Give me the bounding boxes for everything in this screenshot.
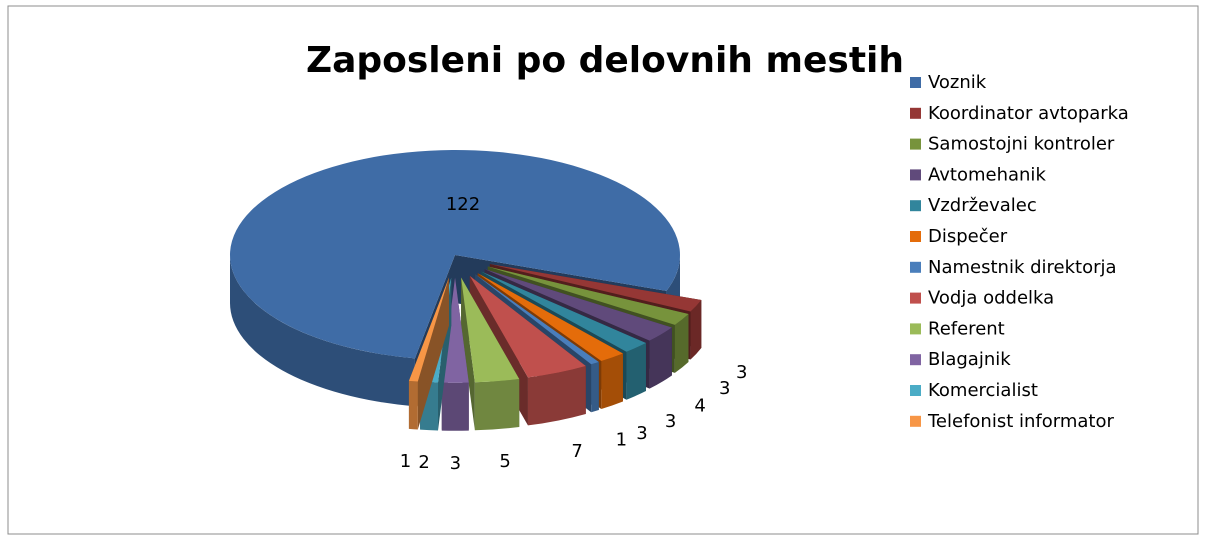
data-label: 3	[665, 411, 676, 432]
legend-swatch	[910, 77, 921, 88]
legend-swatch	[910, 200, 921, 212]
legend-swatch	[910, 169, 921, 181]
slice	[441, 277, 469, 383]
legend-label: Dispečer	[928, 226, 1008, 247]
legend-swatch	[910, 354, 921, 366]
slice-cut-face	[461, 277, 475, 431]
data-label: 1	[400, 451, 411, 472]
legend-swatch	[910, 323, 921, 335]
slice-side	[674, 313, 689, 373]
legend-swatch	[910, 292, 921, 304]
slice-side	[601, 353, 623, 410]
legend-swatch	[910, 385, 921, 396]
data-label: 2	[418, 452, 429, 473]
data-label: 3	[450, 453, 461, 474]
legend-label: Blagajnik	[928, 349, 1011, 370]
legend-swatch	[910, 415, 921, 427]
legend-label: Samostojni kontroler	[928, 134, 1115, 155]
slice	[489, 264, 702, 312]
legend-label: Namestnik direktorja	[928, 257, 1117, 278]
legend-label: Referent	[928, 318, 1005, 339]
slice-side	[591, 362, 599, 413]
legend-label: Vodja oddelka	[928, 288, 1054, 309]
data-label: 4	[694, 396, 705, 417]
slice	[487, 266, 689, 325]
slice-side	[474, 378, 520, 431]
legend-swatch	[910, 261, 921, 273]
slice-side	[527, 365, 586, 426]
slice-side	[690, 299, 702, 360]
data-label: 7	[571, 441, 582, 462]
slice	[230, 150, 681, 359]
data-label: 3	[736, 362, 747, 383]
slice-side	[626, 343, 646, 400]
legend-label: Koordinator avtoparka	[928, 103, 1129, 124]
data-label: 122	[446, 194, 480, 215]
slice	[484, 269, 672, 341]
slice	[461, 277, 520, 383]
legend-label: Voznik	[928, 72, 987, 93]
slice-cut-face	[408, 277, 449, 429]
slice-side	[649, 327, 672, 389]
legend-label: Komercialist	[928, 380, 1038, 401]
legend-swatch	[910, 138, 921, 150]
legend-label: Avtomehanik	[928, 164, 1046, 185]
slice-side	[441, 382, 469, 431]
legend-swatch	[910, 231, 921, 242]
slice	[481, 271, 646, 352]
slice-side	[230, 255, 415, 407]
chart-title: Zaposleni po delovnih mestih	[306, 40, 904, 81]
slice	[475, 274, 599, 365]
slice	[408, 277, 449, 382]
legend-swatch	[910, 107, 921, 119]
slice-side	[408, 380, 418, 430]
data-label: 1	[616, 430, 627, 451]
data-label: 3	[719, 378, 730, 399]
legend-label: Vzdrževalec	[928, 195, 1037, 216]
data-label: 3	[636, 423, 647, 444]
slice	[469, 275, 586, 378]
legend-label: Telefonist informator	[927, 411, 1114, 432]
data-label: 5	[499, 451, 510, 472]
slice	[477, 273, 623, 362]
